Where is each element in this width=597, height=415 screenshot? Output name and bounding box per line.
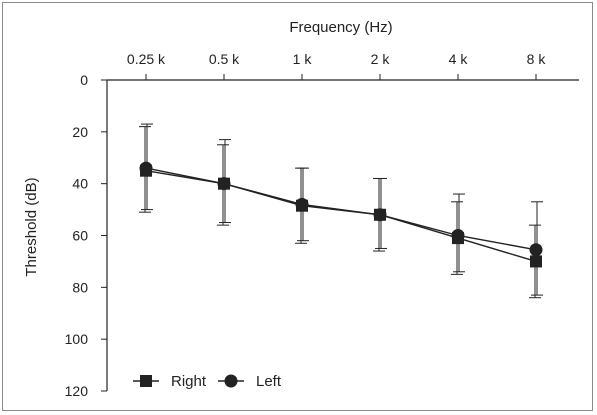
x-tick-label: 8 k [527,51,547,67]
y-axis-title: Threshold (dB) [23,177,40,276]
x-tick-label: 0.5 k [209,51,240,67]
x-axis-title: Frequency (Hz) [289,19,392,36]
data-point-circle [451,229,465,242]
legend-label: Right [171,373,207,390]
legend-marker-circle [224,374,238,388]
axes: 0.25 k 0.5 k 1 k 2 k 4 k 8 k 0 20 40 60 80 100 120 [65,51,579,399]
x-tick-label: 0.25 k [127,51,166,67]
y-tick-label: 60 [72,228,88,244]
x-tick-label: 1 k [293,51,313,67]
series-markers [139,161,543,268]
series-line-left [145,167,537,251]
y-tick-label: 40 [72,176,88,192]
x-tick-label: 4 k [449,51,469,67]
series-lines [145,167,537,263]
y-tick-label: 80 [72,279,88,295]
legend-label: Left [256,373,282,390]
data-point-square [530,255,542,268]
data-point-circle [295,197,309,211]
y-tick-label: 20 [72,124,88,140]
data-point-circle [529,243,543,257]
x-tick-label: 2 k [371,51,391,67]
legend: Right Left [133,373,282,390]
legend-marker-square [140,375,152,387]
data-point-circle [217,177,231,191]
series-line-right [145,170,537,263]
y-tick-label: 100 [65,331,89,347]
y-tick-label: 120 [65,383,89,399]
y-tick-label: 0 [80,72,88,88]
data-point-circle [373,208,387,222]
data-point-circle [139,161,153,175]
